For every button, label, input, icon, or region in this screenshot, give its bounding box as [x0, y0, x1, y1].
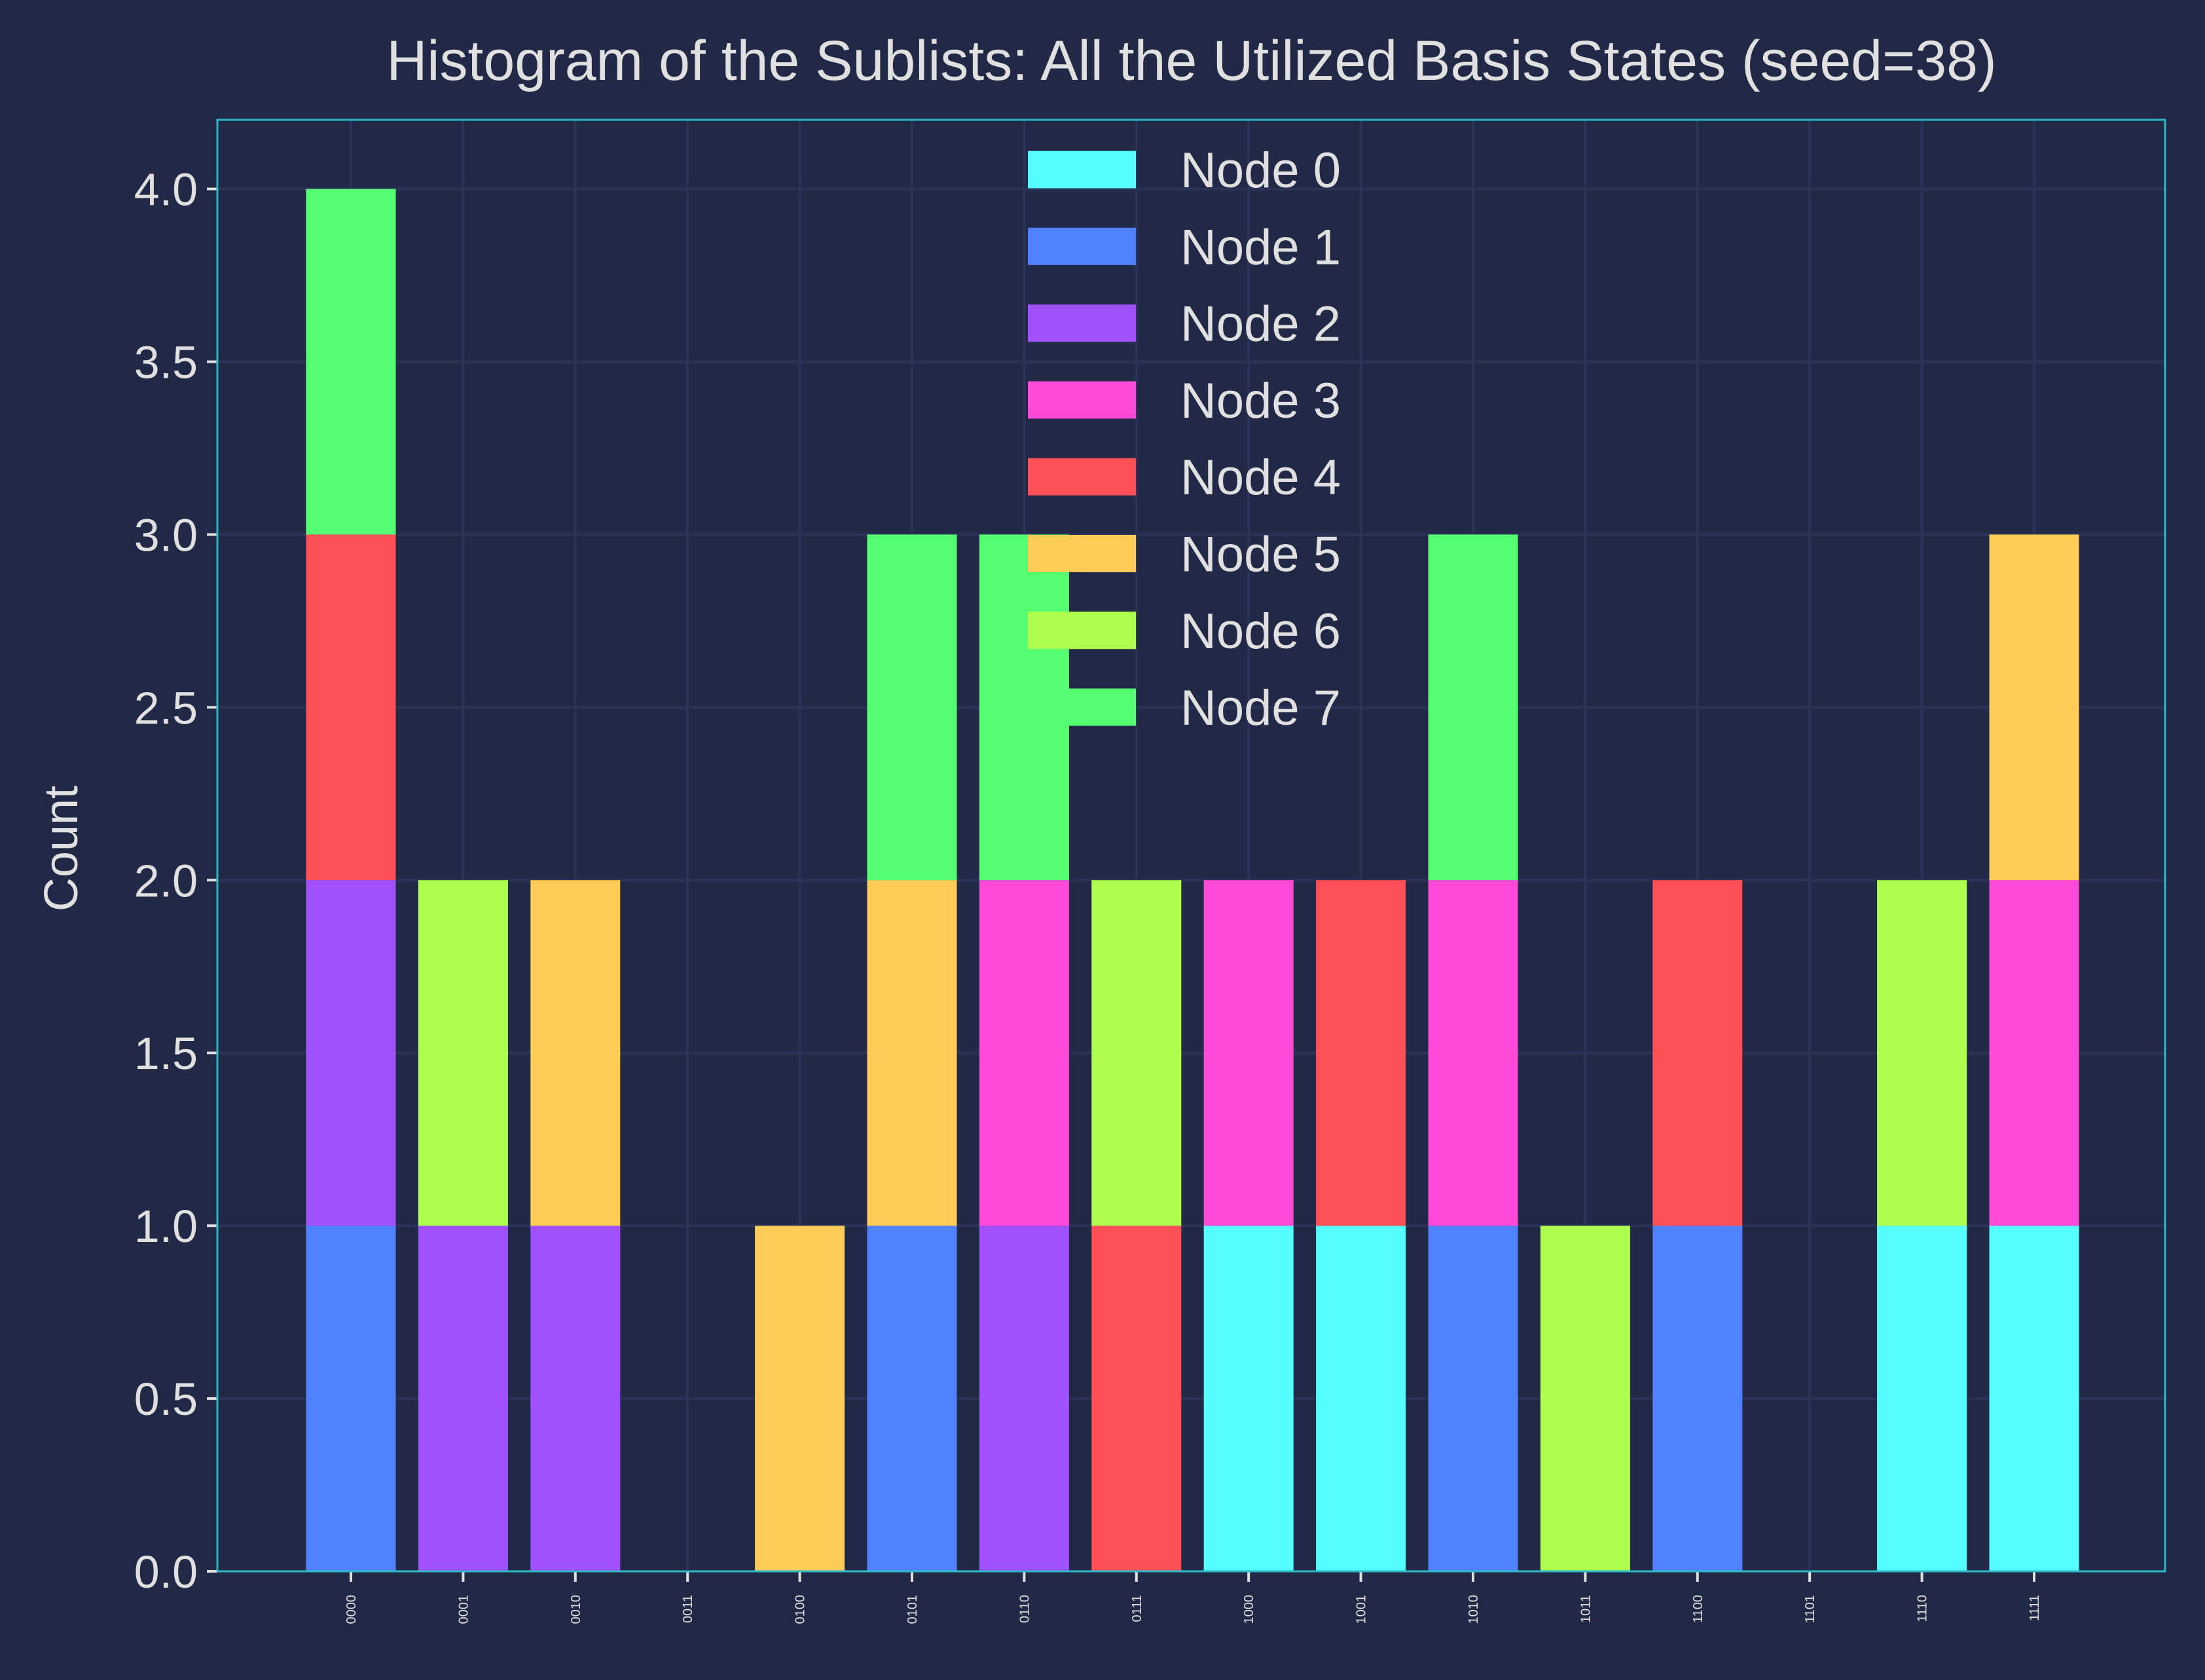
y-tick-label: 1.0 — [134, 1201, 198, 1252]
legend-label: Node 7 — [1180, 680, 1341, 736]
legend-swatch — [1028, 688, 1136, 726]
legend-label: Node 2 — [1180, 297, 1341, 352]
y-tick-label: 2.0 — [134, 855, 198, 906]
x-tick-label: 1011 — [1578, 1595, 1593, 1623]
bar-segment — [1989, 880, 2079, 1226]
x-tick-label: 0010 — [569, 1595, 583, 1624]
axes: 0.0 0.5 1.0 1.5 2.0 2.5 3.0 3.5 4.0 0000 0001 0010 0… — [134, 119, 2166, 1624]
x-tick-label: 1010 — [1467, 1595, 1481, 1624]
bar-segment — [1428, 1226, 1518, 1571]
chart-title: Histogram of the Sublists: All the Utili… — [386, 29, 1996, 92]
bar-segment — [306, 1226, 396, 1571]
bar-segment — [1203, 880, 1294, 1226]
bar-segment — [1989, 1226, 2079, 1571]
bar-segment — [306, 189, 396, 535]
bar-segment — [1428, 880, 1518, 1226]
bar-segment — [979, 1226, 1069, 1571]
x-tick-label: 1001 — [1355, 1595, 1369, 1624]
x-tick-label: 1100 — [1691, 1595, 1705, 1623]
x-tick-label: 1111 — [2028, 1595, 2042, 1621]
x-tick-label: 1101 — [1803, 1595, 1817, 1623]
x-tick-label: 0000 — [344, 1595, 359, 1624]
x-tick-label: 0001 — [456, 1595, 471, 1624]
x-tick-label: 0111 — [1130, 1595, 1144, 1622]
bar-segment — [530, 1226, 621, 1571]
y-tick-label: 4.0 — [134, 164, 198, 215]
bar-segment — [1316, 880, 1406, 1226]
legend-label: Node 5 — [1180, 527, 1341, 583]
x-tick-label: 0100 — [793, 1595, 808, 1624]
bar-segment — [530, 880, 621, 1226]
y-tick-label: 1.5 — [134, 1028, 198, 1079]
bar-segment — [1652, 1226, 1743, 1571]
y-tick-label: 2.5 — [134, 682, 198, 733]
bar-segment — [867, 1226, 957, 1571]
legend-swatch — [1028, 458, 1136, 496]
bar-segment — [1428, 534, 1518, 881]
bar-segment — [867, 880, 957, 1226]
y-tick-label: 3.5 — [134, 337, 198, 388]
bar-segment — [1203, 1226, 1294, 1571]
bar-segment — [1989, 534, 2079, 881]
bar-segment — [1091, 1226, 1182, 1571]
x-tick-label: 1110 — [1916, 1595, 1930, 1622]
bar-segment — [306, 534, 396, 881]
x-tick-label: 1000 — [1242, 1595, 1256, 1624]
plot-frame-border — [216, 119, 2166, 1573]
x-tick-label: 0110 — [1017, 1595, 1032, 1623]
bar-segment — [755, 1226, 845, 1571]
bar-segment — [979, 880, 1069, 1226]
bar-segment — [1652, 880, 1743, 1226]
legend-swatch — [1028, 381, 1136, 419]
bar-segment — [306, 880, 396, 1226]
y-tick-label: 0.5 — [134, 1374, 198, 1425]
bar-segment — [1316, 1226, 1406, 1571]
y-tick-label: 0.0 — [134, 1546, 198, 1598]
legend-label: Node 6 — [1180, 604, 1341, 659]
legend-label: Node 3 — [1180, 373, 1341, 429]
bar-segment — [1091, 880, 1182, 1226]
legend-swatch — [1028, 612, 1136, 649]
bar-segment — [418, 1226, 508, 1571]
legend-label: Node 4 — [1180, 450, 1341, 505]
legend-swatch — [1028, 151, 1136, 189]
legend-swatch — [1028, 227, 1136, 265]
legend-label: Node 1 — [1180, 219, 1341, 275]
legend-swatch — [1028, 304, 1136, 342]
legend-swatch — [1028, 535, 1136, 572]
bar-segment — [1877, 1226, 1967, 1571]
bar-stacks — [306, 189, 2079, 1571]
legend-label: Node 0 — [1180, 143, 1341, 198]
legend: Node 0 Node 1 Node 2 Node 3 Node 4 Node 5 Node… — [1028, 143, 1341, 736]
y-axis-label: Count — [35, 786, 88, 911]
bar-segment — [418, 880, 508, 1226]
x-tick-label: 0011 — [681, 1595, 695, 1623]
y-tick-label: 3.0 — [134, 509, 198, 560]
bar-segment — [1540, 1226, 1630, 1571]
x-tick-label: 0101 — [905, 1595, 920, 1624]
bar-segment — [1877, 880, 1967, 1226]
bar-segment — [867, 534, 957, 881]
